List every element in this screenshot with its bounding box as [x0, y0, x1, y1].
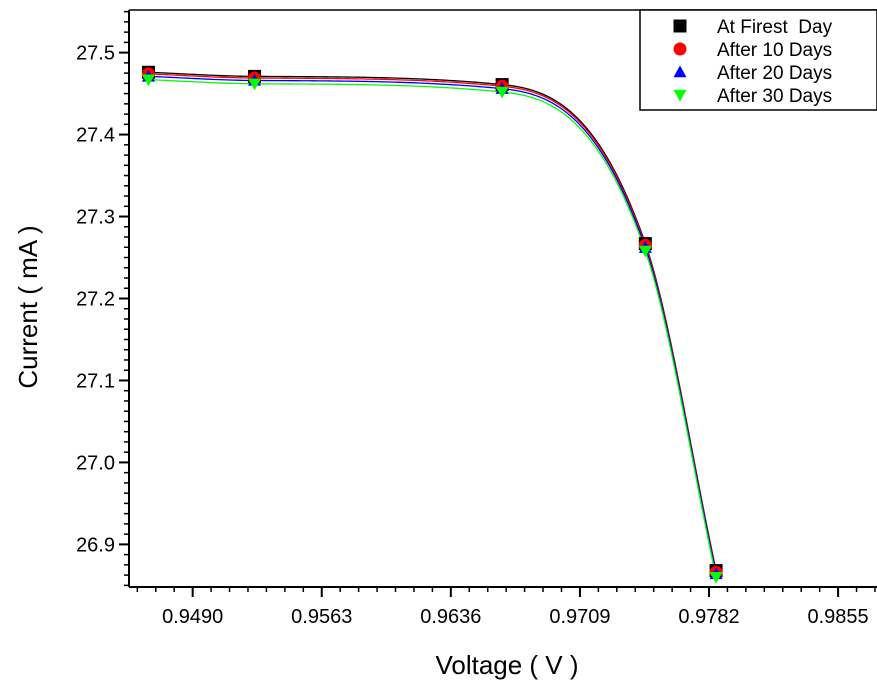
y-tick-label: 27.0 [76, 452, 115, 474]
data-point-series-4 [709, 571, 723, 584]
data-point-series-4 [495, 86, 509, 99]
fit-curve-3 [148, 75, 717, 575]
data-point-series-4 [248, 78, 262, 91]
legend-marker-3 [673, 65, 687, 78]
data-markers [141, 65, 723, 584]
y-tick-label: 26.9 [76, 534, 115, 556]
data-point-series-4 [638, 245, 652, 258]
x-axis-title: Voltage ( V ) [435, 650, 578, 680]
legend-label-1: At Firest Day [717, 17, 833, 38]
data-point-series-4 [141, 74, 155, 87]
fit-curve-1 [148, 71, 717, 571]
legend-marker-1 [673, 19, 687, 33]
legend-marker-2 [673, 42, 687, 56]
y-tick-label: 27.4 [76, 125, 115, 147]
y-tick-label: 27.1 [76, 370, 115, 392]
y-axis-title: Current ( mA ) [13, 225, 43, 388]
y-tick-label: 27.2 [76, 289, 115, 311]
x-tick-label: 0.9782 [678, 606, 739, 628]
fit-curves [148, 71, 717, 578]
x-tick-label: 0.9709 [549, 606, 610, 628]
fit-curve-2 [148, 73, 717, 573]
legend-marker-4 [673, 89, 687, 102]
y-tick-label: 27.3 [76, 207, 115, 229]
x-tick-label: 0.9563 [291, 606, 352, 628]
legend-label-4: After 30 Days [717, 86, 832, 107]
x-tick-label: 0.9490 [162, 606, 223, 628]
x-tick-label: 0.9855 [808, 606, 869, 628]
y-tick-label: 27.5 [76, 43, 115, 65]
legend-label-3: After 20 Days [717, 63, 832, 84]
x-tick-label: 0.9636 [420, 606, 481, 628]
fit-curve-4 [148, 79, 717, 578]
legend-label-2: After 10 Days [717, 40, 832, 61]
